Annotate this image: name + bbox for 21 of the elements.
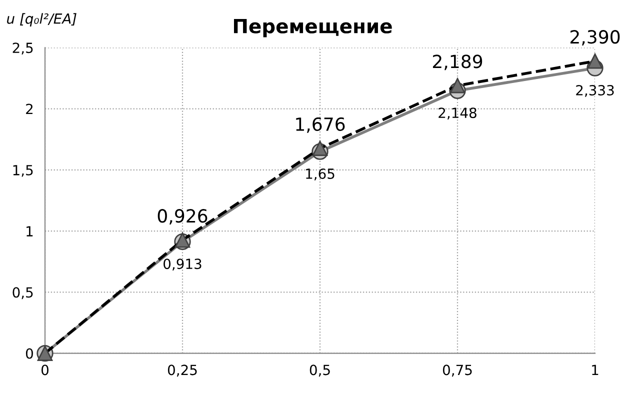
data-label: 0,926 <box>158 209 208 225</box>
x-tick-label: 0,25 <box>168 364 197 377</box>
data-label: 2,333 <box>576 84 614 97</box>
x-tick-label: 0,75 <box>442 364 472 377</box>
data-label: 2,390 <box>570 30 620 46</box>
data-label: 1,65 <box>306 168 334 180</box>
y-tick-label: 2,5 <box>12 42 33 55</box>
x-tick-label: 0,5 <box>310 364 330 377</box>
data-label: 0,913 <box>164 258 202 271</box>
y-tick-label: 0 <box>26 348 33 359</box>
data-label: 2,148 <box>438 108 476 120</box>
x-tick-label: 0 <box>41 364 48 376</box>
x-tick-label: 1 <box>592 364 598 375</box>
y-tick-label: 1,5 <box>13 165 33 177</box>
y-tick-label: 1 <box>26 226 33 236</box>
data-label: 2,189 <box>432 54 482 70</box>
y-axis-title: u [q₀l²/EA] <box>7 13 76 27</box>
y-tick-label: 0,5 <box>12 287 33 300</box>
chart-title: Перемещение <box>234 18 392 38</box>
y-tick-label: 2 <box>26 104 32 114</box>
data-label: 1,676 <box>296 117 345 133</box>
